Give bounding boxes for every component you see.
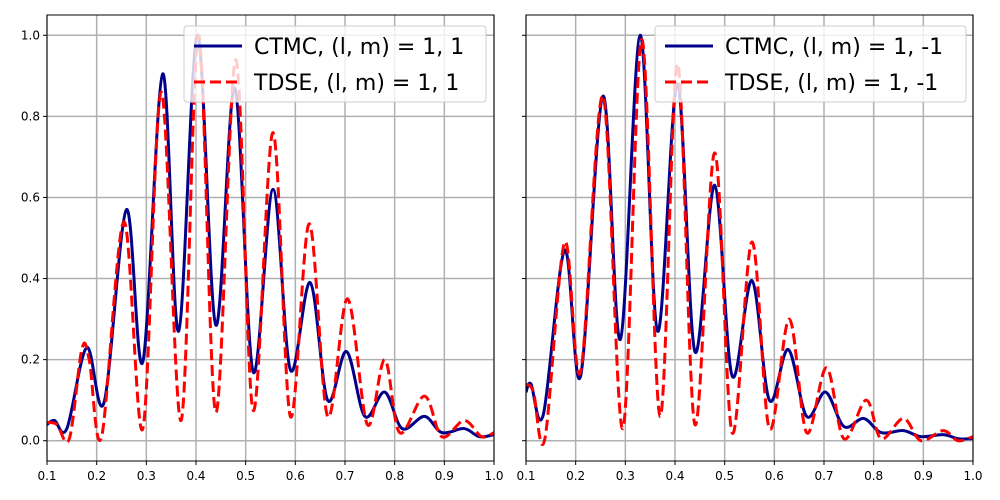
x-tick-label: 0.2: [87, 469, 106, 483]
x-tick-label: 0.3: [137, 469, 156, 483]
x-tick-label: 0.4: [186, 469, 205, 483]
left-chart-panel: 0.1 0.2 0.3 0.4 0.5 0.6 0.7 0.8 0.9 1.0 0.0 0.2 0.4 0…: [21, 14, 504, 483]
x-tick-label: 0.7: [814, 469, 833, 483]
legend-box: [183, 25, 487, 103]
legend-label: CTMC, (l, m) = 1, 1: [254, 35, 464, 60]
x-tick-label: 1.0: [963, 469, 982, 483]
x-tick-label: 0.1: [516, 469, 535, 483]
x-tick-label: 0.9: [914, 469, 933, 483]
x-tick-label: 0.6: [286, 469, 305, 483]
y-tick-label: 0.2: [21, 353, 40, 367]
y-tick-label: 0.0: [21, 434, 40, 448]
legend-box: [654, 25, 967, 103]
x-tick-label: 0.8: [864, 469, 883, 483]
right-axes-frame: [525, 14, 974, 462]
x-tick-label: 0.4: [665, 469, 684, 483]
legend-label: TDSE, (l, m) = 1, -1: [724, 71, 938, 96]
x-tick-label: 0.1: [37, 469, 56, 483]
y-tick-label: 0.4: [21, 272, 40, 286]
y-tick-label: 0.8: [21, 109, 40, 123]
legend-label: CTMC, (l, m) = 1, -1: [725, 35, 943, 60]
x-tick-label: 1.0: [484, 469, 503, 483]
left-legend: CTMC, (l, m) = 1, 1 TDSE, (l, m) = 1, 1: [183, 25, 487, 103]
y-tick-label: 0.6: [21, 190, 40, 204]
right-series-group: [526, 33, 973, 446]
left-axes-frame: [46, 14, 495, 462]
right-legend: CTMC, (l, m) = 1, -1 TDSE, (l, m) = 1, -1: [654, 25, 967, 103]
x-tick-label: 0.8: [385, 469, 404, 483]
right-series-line-tdse: [526, 37, 973, 446]
x-tick-label: 0.9: [435, 469, 454, 483]
x-tick-label: 0.3: [616, 469, 635, 483]
right-chart-panel: 0.1 0.2 0.3 0.4 0.5 0.6 0.7 0.8 0.9 1.0 CTMC, (l, …: [516, 14, 983, 483]
y-tick-label: 1.0: [21, 28, 40, 42]
legend-label: TDSE, (l, m) = 1, 1: [253, 71, 459, 96]
x-tick-label: 0.7: [335, 469, 354, 483]
x-tick-label: 0.5: [715, 469, 734, 483]
x-tick-label: 0.5: [236, 469, 255, 483]
x-tick-label: 0.6: [765, 469, 784, 483]
x-tick-label: 0.2: [566, 469, 585, 483]
